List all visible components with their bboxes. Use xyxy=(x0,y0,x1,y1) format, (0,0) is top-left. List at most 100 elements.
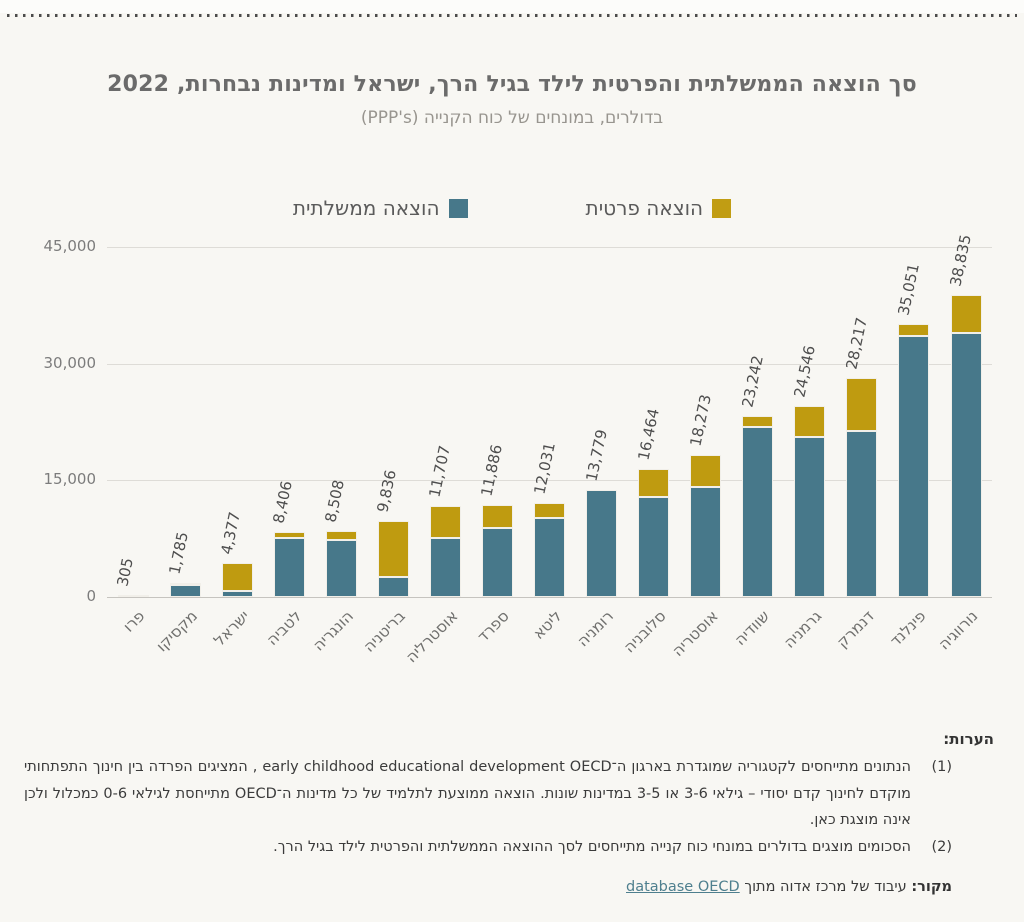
bar-gov-segment xyxy=(898,336,930,597)
country-label: ספרד xyxy=(474,607,514,646)
bar-value-label: 18,273 xyxy=(686,392,715,448)
bar-private-segment xyxy=(638,469,670,498)
note-marker-2: (2) xyxy=(931,839,952,856)
country-label: גרמניה xyxy=(780,607,826,652)
country-label: רומניה xyxy=(573,607,618,651)
legend-label-government: הוצאה ממשלתית xyxy=(292,196,440,220)
bar-private-segment xyxy=(846,377,878,432)
country-label: דנמרק xyxy=(833,607,878,652)
y-tick-label: 45,000 xyxy=(43,237,97,255)
bar-value-label: 4,377 xyxy=(217,510,245,556)
bar xyxy=(221,563,253,597)
gridline xyxy=(107,480,992,482)
bar-value-label: 16,464 xyxy=(633,406,663,462)
bar-private-segment xyxy=(169,583,201,586)
country-label: ישראל xyxy=(210,607,253,650)
country-label: אוסטרליה xyxy=(401,607,462,667)
country-label: פינלנד xyxy=(886,607,930,651)
bar-gov-segment xyxy=(690,487,722,597)
bar xyxy=(898,324,930,597)
bar xyxy=(377,520,409,597)
country-label: בריטניה xyxy=(360,607,410,656)
bar-gov-segment xyxy=(586,489,618,597)
bar xyxy=(586,489,618,597)
y-tick-label: 0 xyxy=(86,587,96,605)
gridline xyxy=(107,363,992,365)
bar xyxy=(429,506,461,597)
bar xyxy=(794,406,826,597)
bar-value-label: 11,707 xyxy=(425,443,455,499)
gridline xyxy=(107,597,992,598)
chart-legend: הוצאה פרטית הוצאה ממשלתית xyxy=(0,196,1024,220)
bar xyxy=(742,416,774,597)
bar xyxy=(950,295,982,597)
legend-item-government: הוצאה ממשלתית xyxy=(293,196,468,220)
bar-value-label: 305 xyxy=(113,555,137,588)
country-label: מקסיקו xyxy=(152,607,201,656)
bar xyxy=(169,583,201,597)
country-label: אוסטריה xyxy=(668,607,722,661)
gridline xyxy=(107,247,992,248)
bar-gov-segment xyxy=(325,540,357,597)
private-color-swatch xyxy=(712,198,732,218)
bar xyxy=(325,530,357,597)
bar-private-segment xyxy=(221,563,253,591)
header-strip xyxy=(0,0,1024,13)
bar-private-segment xyxy=(794,406,826,438)
bar xyxy=(846,377,878,597)
dotted-divider xyxy=(7,14,1017,17)
y-tick-label: 30,000 xyxy=(43,353,97,372)
bar-gov-segment xyxy=(169,585,201,597)
bar-private-segment xyxy=(481,504,513,528)
government-color-swatch xyxy=(448,198,468,218)
note-text-1: הנתונים מתייחסים לקטגוריה שמוגדרת בארגון… xyxy=(24,759,911,829)
page-subtitle: בדולרים, במונחים של כוח הקנייה (PPP's) xyxy=(360,108,664,128)
page-title: סך הוצאה הממשלתית והפרטית לילד בגיל הרך,… xyxy=(107,72,917,97)
source-link[interactable]: database OECD xyxy=(626,878,740,895)
bar xyxy=(638,469,670,597)
note-text-2: הסכומים מוצגים בדולרים במונחי כוח קנייה … xyxy=(273,839,911,856)
country-label: סלובניה xyxy=(619,607,670,657)
bar-value-label: 35,051 xyxy=(894,262,923,318)
y-tick-label: 15,000 xyxy=(43,470,97,489)
bar-value-label: 8,406 xyxy=(269,478,297,525)
note-row-2: (2) הסכומים מוצגים בדולרים במונחי כוח קנ… xyxy=(24,834,994,861)
country-label: הונגריה xyxy=(309,607,358,655)
bar xyxy=(481,504,513,597)
country-label: נורווגיה xyxy=(935,607,982,654)
bar-value-label: 13,779 xyxy=(581,427,611,483)
bar-value-label: 38,835 xyxy=(946,232,975,288)
bar-gov-segment xyxy=(534,518,565,597)
bar-private-segment xyxy=(325,530,357,541)
bar-gov-segment xyxy=(950,332,982,597)
bar-gov-segment xyxy=(117,594,149,597)
bar-value-label: 11,886 xyxy=(477,442,507,498)
source-text: עיבוד של מרכז אדוה מתוך xyxy=(744,878,907,895)
note-row-1: (1) הנתונים מתייחסים לקטגוריה שמוגדרת בא… xyxy=(24,754,994,834)
notes-section: הערות: (1) הנתונים מתייחסים לקטגוריה שמו… xyxy=(24,730,994,899)
bar-gov-segment xyxy=(638,497,670,597)
bar-value-label: 1,785 xyxy=(165,530,193,577)
bar-private-segment xyxy=(742,416,774,428)
bar-value-label: 9,836 xyxy=(373,467,401,514)
bar-private-segment xyxy=(429,506,461,538)
bar-value-label: 28,217 xyxy=(842,315,871,371)
bar-gov-segment xyxy=(742,427,774,597)
notes-header: הערות: xyxy=(943,730,994,748)
bar-private-segment xyxy=(950,295,982,333)
country-label: לטביה xyxy=(262,607,305,650)
bar-gov-segment xyxy=(481,527,513,597)
bar-value-label: 24,546 xyxy=(790,343,819,400)
bar-gov-segment xyxy=(429,537,461,597)
bar-gov-segment xyxy=(377,577,409,597)
bar-gov-segment xyxy=(273,537,305,597)
country-label: פרו xyxy=(119,607,149,636)
country-label: ליטא xyxy=(529,607,566,643)
source-row: מקור: עיבוד של מרכז אדוה מתוך database O… xyxy=(24,876,994,899)
bar-value-label: 12,031 xyxy=(529,441,559,497)
note-marker-1: (1) xyxy=(931,759,952,775)
bar-private-segment xyxy=(690,454,722,488)
bar-gov-segment xyxy=(794,437,826,597)
bar xyxy=(273,531,305,597)
